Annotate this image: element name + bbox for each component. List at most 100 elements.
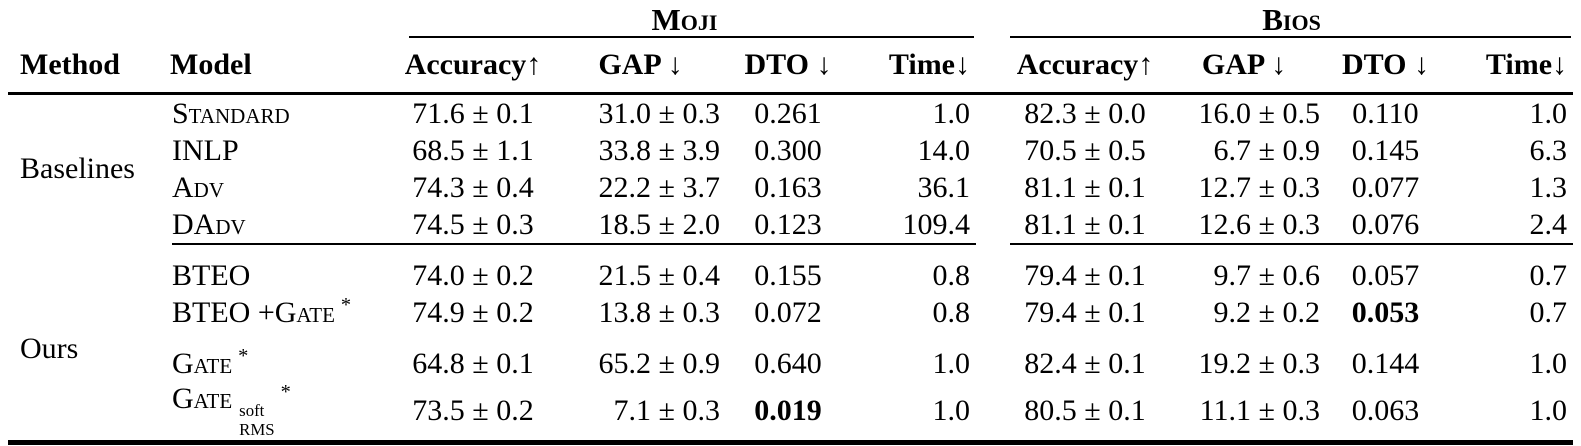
- model-text: BTEO: [172, 258, 251, 292]
- star-marker: *: [340, 294, 352, 317]
- cell-bios-accuracy: 70.5 ± 0.5: [1024, 133, 1146, 167]
- model-text-smallcaps: Gate: [172, 346, 233, 380]
- cell-bios-time: 1.0: [1443, 382, 1574, 445]
- row-spacer: [976, 331, 1010, 382]
- cell-moji-gap: 22.2 ± 3.7: [598, 170, 720, 204]
- table-row: DAdv 74.5 ± 0.3 18.5 ± 2.0 0.123 109.4 8…: [8, 206, 1573, 243]
- model-name: Gate soft RMS *: [158, 380, 393, 445]
- model-name: Standard: [158, 94, 393, 133]
- cell-bios-accuracy: 81.1 ± 0.1: [1024, 170, 1146, 204]
- model-text: Standard: [172, 96, 290, 130]
- cell-bios-dto: 0.145: [1351, 133, 1420, 167]
- cell-moji-accuracy: 74.5 ± 0.3: [412, 207, 534, 241]
- cell-bios-dto: 0.110: [1352, 96, 1419, 130]
- cell-moji-gap: 13.8 ± 0.3: [598, 295, 720, 329]
- cell-bios-gap: 12.7 ± 0.3: [1198, 170, 1320, 204]
- cell-moji-dto-best: 0.019: [728, 382, 848, 445]
- cell-bios-dto-best: 0.053: [1351, 295, 1420, 329]
- star-marker: *: [238, 345, 249, 368]
- cell-bios-time: 1.3: [1529, 170, 1568, 204]
- section-divider: [8, 243, 1574, 257]
- row-spacer: [976, 257, 1010, 294]
- cell-moji-dto: 0.072: [754, 295, 822, 329]
- cell-moji-time: 0.8: [932, 258, 971, 292]
- row-spacer: [976, 294, 1010, 331]
- model-superscript: soft: [239, 401, 265, 421]
- col-header-bios-time: Time↓: [1443, 38, 1574, 95]
- table-row: Adv 74.3 ± 0.4 22.2 ± 3.7 0.163 36.1 81.…: [8, 169, 1573, 206]
- cell-moji-time: 1.0: [932, 96, 971, 130]
- cell-moji-time: 36.1: [917, 170, 971, 204]
- model-name: DAdv: [158, 206, 393, 243]
- cell-bios-gap: 11.1 ± 0.3: [1160, 382, 1328, 445]
- moji-group-header: Moji: [393, 2, 976, 38]
- cell-bios-gap: 12.6 ± 0.3: [1198, 207, 1320, 241]
- cell-moji-gap: 31.0 ± 0.3: [598, 96, 720, 130]
- cell-moji-dto: 0.300: [754, 133, 822, 167]
- results-table: Moji Bios Method Model Accuracy↑ GAP ↓ D…: [8, 2, 1574, 446]
- cell-moji-dto: 0.163: [754, 170, 822, 204]
- cell-moji-dto: 0.640: [754, 346, 822, 380]
- group-header-blank: [8, 2, 393, 38]
- section-label-baselines: Baselines: [20, 152, 135, 185]
- col-header-moji-dto: DTO ↓: [728, 38, 848, 95]
- cell-moji-gap: 33.8 ± 3.9: [598, 133, 720, 167]
- cell-bios-time: 0.7: [1529, 295, 1568, 329]
- cell-bios-time: 0.7: [1529, 258, 1568, 292]
- cell-bios-time: 1.0: [1529, 96, 1568, 130]
- row-spacer: [976, 94, 1010, 133]
- model-text: Adv: [172, 170, 224, 204]
- cell-moji-time: 1.0: [848, 382, 976, 445]
- model-name: BTEO: [158, 257, 393, 294]
- cell-moji-gap: 18.5 ± 2.0: [598, 207, 720, 241]
- cell-moji-time: 109.4: [902, 207, 971, 241]
- row-spacer: [976, 169, 1010, 206]
- model-name: INLP: [158, 132, 393, 169]
- col-header-moji-time: Time↓: [848, 38, 976, 95]
- cell-bios-gap: 9.2 ± 0.2: [1213, 295, 1320, 329]
- cell-moji-dto: 0.123: [754, 207, 822, 241]
- cell-moji-dto: 0.155: [754, 258, 822, 292]
- row-spacer: [976, 206, 1010, 243]
- divider-line-moji: [158, 243, 976, 257]
- cell-bios-dto: 0.063: [1328, 382, 1443, 445]
- col-header-method: Method: [8, 38, 158, 95]
- bios-group-header: Bios: [1010, 2, 1573, 38]
- cell-moji-accuracy: 71.6 ± 0.1: [412, 96, 534, 130]
- cell-bios-gap: 19.2 ± 0.3: [1198, 346, 1320, 380]
- col-header-bios-gap: GAP ↓: [1160, 38, 1328, 95]
- cell-bios-time: 6.3: [1529, 133, 1568, 167]
- table-row: INLP 68.5 ± 1.1 33.8 ± 3.9 0.300 14.0 70…: [8, 132, 1573, 169]
- cell-bios-accuracy: 82.4 ± 0.1: [1024, 346, 1146, 380]
- column-header-row: Method Model Accuracy↑ GAP ↓ DTO ↓ Time↓…: [8, 38, 1574, 95]
- cell-bios-gap: 9.7 ± 0.6: [1213, 258, 1320, 292]
- cell-moji-gap: 7.1 ± 0.3: [553, 382, 728, 445]
- cell-bios-gap: 6.7 ± 0.9: [1213, 133, 1320, 167]
- cell-moji-time: 14.0: [917, 133, 971, 167]
- cell-moji-accuracy: 68.5 ± 1.1: [412, 133, 534, 167]
- cell-moji-accuracy: 64.8 ± 0.1: [412, 346, 534, 380]
- cell-bios-gap: 16.0 ± 0.5: [1198, 96, 1320, 130]
- col-header-bios-dto: DTO ↓: [1328, 38, 1443, 95]
- model-subscript: RMS: [239, 420, 275, 440]
- cell-moji-dto: 0.261: [754, 96, 822, 130]
- cell-moji-time: 0.8: [932, 295, 971, 329]
- model-script-stack: soft RMS: [239, 402, 274, 440]
- model-text: INLP: [172, 133, 239, 167]
- cell-moji-accuracy: 74.0 ± 0.2: [412, 258, 534, 292]
- table-row: BTEO +Gate * 74.9 ± 0.2 13.8 ± 0.3 0.072 …: [8, 294, 1573, 331]
- table-row: Gate * 64.8 ± 0.1 65.2 ± 0.9 0.640 1.0 82…: [8, 331, 1573, 382]
- col-header-moji-gap: GAP ↓: [553, 38, 728, 95]
- cell-bios-dto: 0.057: [1351, 258, 1420, 292]
- cell-moji-accuracy: 74.9 ± 0.2: [412, 295, 534, 329]
- cell-bios-accuracy: 79.4 ± 0.1: [1024, 258, 1146, 292]
- group-spacer: [976, 2, 1010, 38]
- model-text: BTEO +: [172, 295, 275, 329]
- star-marker: *: [280, 380, 291, 403]
- cell-bios-dto: 0.144: [1351, 346, 1420, 380]
- cell-bios-time: 2.4: [1529, 207, 1568, 241]
- divider-line-bios: [1010, 243, 1574, 257]
- model-text: DAdv: [172, 207, 246, 241]
- model-text-smallcaps: Gate: [172, 382, 233, 415]
- model-name: Adv: [158, 169, 393, 206]
